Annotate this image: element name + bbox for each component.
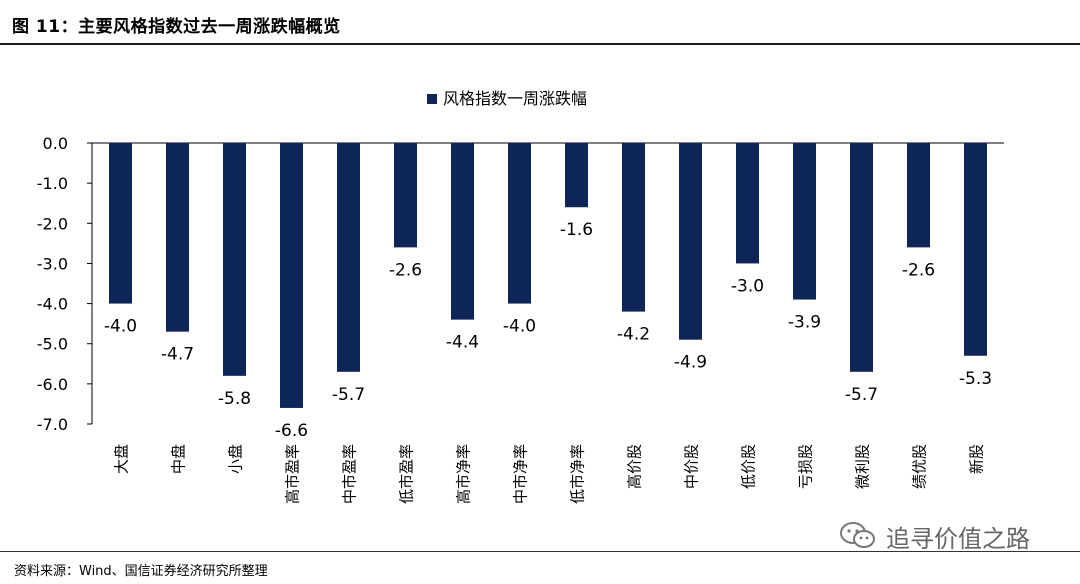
bar	[679, 143, 702, 340]
bar	[166, 143, 189, 332]
x-tick-label: 新股	[968, 444, 986, 474]
y-tick-label: -1.0	[37, 174, 68, 193]
data-label: -4.9	[674, 353, 707, 373]
y-tick-label: 0.0	[43, 134, 68, 153]
data-label: -5.8	[218, 389, 251, 409]
x-tick-label: 高市盈率	[284, 444, 302, 504]
y-tick-label: -3.0	[37, 254, 68, 273]
y-tick-label: -2.0	[37, 214, 68, 233]
data-label: -4.2	[617, 325, 650, 345]
x-tick-label: 高市净率	[455, 444, 473, 504]
y-tick-label: -6.0	[37, 375, 68, 394]
footer-divider	[0, 551, 1080, 552]
y-tick-label: -5.0	[37, 335, 68, 354]
data-label: -5.7	[845, 385, 878, 405]
legend-swatch	[427, 94, 437, 104]
bar	[223, 143, 246, 376]
data-label: -3.9	[788, 313, 821, 333]
bar	[907, 143, 930, 248]
data-label: -2.6	[389, 260, 422, 280]
x-tick-label: 小盘	[227, 444, 245, 474]
watermark-text: 追寻价值之路	[886, 524, 1030, 553]
bar	[451, 143, 474, 320]
data-label: -3.0	[731, 276, 764, 296]
watermark: 追寻价值之路	[838, 516, 1030, 556]
x-tick-label: 中市净率	[512, 444, 530, 504]
bar	[109, 143, 132, 304]
x-axis-labels: 大盘 中盘 小盘 高市盈率 中市盈率 低市盈率 高市净率 中市净率 低市净率 高价股 中价股 低价股 亏…	[113, 444, 986, 504]
data-label: -5.3	[959, 369, 992, 389]
bar-chart: 风格指数一周涨跌幅 0.0 -1.0 -2.0 -3.0 -4.0 -5.0 -6.0 -7.…	[37, 89, 1004, 504]
data-label: -1.6	[560, 220, 593, 240]
x-tick-label: 大盘	[113, 444, 131, 474]
y-tick-label: -4.0	[37, 295, 68, 314]
x-tick-label: 低价股	[740, 444, 758, 489]
header-divider	[0, 43, 1080, 45]
x-tick-label: 亏损股	[797, 444, 815, 489]
bar	[964, 143, 987, 356]
x-tick-label: 低市盈率	[398, 444, 416, 504]
x-tick-label: 中市盈率	[341, 444, 359, 504]
data-label: -4.7	[161, 345, 194, 365]
data-label: -4.0	[503, 317, 536, 337]
data-label: -2.6	[902, 260, 935, 280]
bar	[565, 143, 588, 208]
x-tick-label: 微利股	[854, 444, 872, 489]
bars-group	[109, 143, 987, 408]
x-tick-label: 中价股	[683, 444, 701, 489]
data-label: -5.7	[332, 385, 365, 405]
x-tick-label: 低市净率	[569, 444, 587, 504]
bar	[793, 143, 816, 300]
source-note: 资料来源：Wind、国信证券经济研究所整理	[14, 564, 268, 579]
bar	[508, 143, 531, 304]
wechat-icon	[840, 522, 875, 548]
bar	[394, 143, 417, 248]
bar	[736, 143, 759, 264]
figure-title: 图 11：主要风格指数过去一周涨跌幅概览	[12, 17, 341, 37]
y-tick-label: -7.0	[37, 415, 68, 434]
bar	[622, 143, 645, 312]
legend-label: 风格指数一周涨跌幅	[443, 89, 587, 108]
figure-header: 图 11：主要风格指数过去一周涨跌幅概览	[0, 0, 1080, 45]
bar	[280, 143, 303, 408]
chart-legend: 风格指数一周涨跌幅	[427, 89, 587, 108]
data-label: -6.6	[275, 421, 308, 441]
x-tick-label: 绩优股	[911, 444, 929, 489]
data-label: -4.0	[104, 317, 137, 337]
bar	[850, 143, 873, 372]
data-label: -4.4	[446, 333, 479, 353]
value-labels: -4.0 -4.7 -5.8 -6.6 -5.7 -2.6 -4.4 -4.0 -1.6 -4.2…	[104, 220, 992, 441]
x-tick-label: 中盘	[170, 444, 188, 474]
bar	[337, 143, 360, 372]
x-tick-label: 高价股	[626, 444, 644, 489]
